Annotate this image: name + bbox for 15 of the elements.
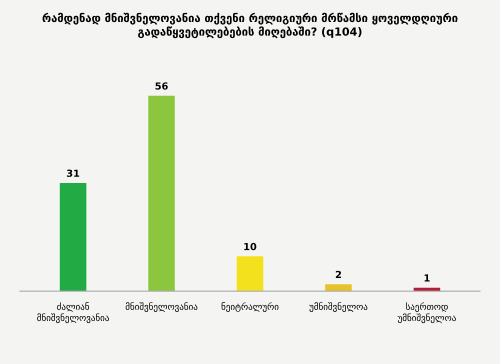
data-label: 10 bbox=[244, 242, 256, 250]
data-label: 1 bbox=[424, 274, 430, 282]
x-tick-label: საერთოდ უმნიშვნელოა bbox=[398, 302, 456, 324]
data-label: 56 bbox=[156, 82, 168, 90]
bar bbox=[148, 96, 175, 292]
x-tick-label: მნიშვნელოვანია bbox=[126, 302, 198, 312]
data-label: 2 bbox=[336, 270, 341, 278]
bar bbox=[60, 182, 86, 292]
chart-title: რამდენად მნიშვნელოვანია თქვენი რელიგიური მრწამსი ყოველდღიური გადაწყვეტილებების მიღებაში? (q104) bbox=[42, 12, 458, 38]
bar bbox=[325, 284, 352, 292]
x-tick-label: ძალიან მნიშვნელოვანია bbox=[37, 302, 109, 324]
x-tick-label: უმნიშვნელოა bbox=[309, 302, 368, 312]
data-label: 31 bbox=[66, 170, 80, 177]
x-tick-label: ნეიტრალური bbox=[222, 302, 278, 312]
bar bbox=[236, 256, 264, 292]
